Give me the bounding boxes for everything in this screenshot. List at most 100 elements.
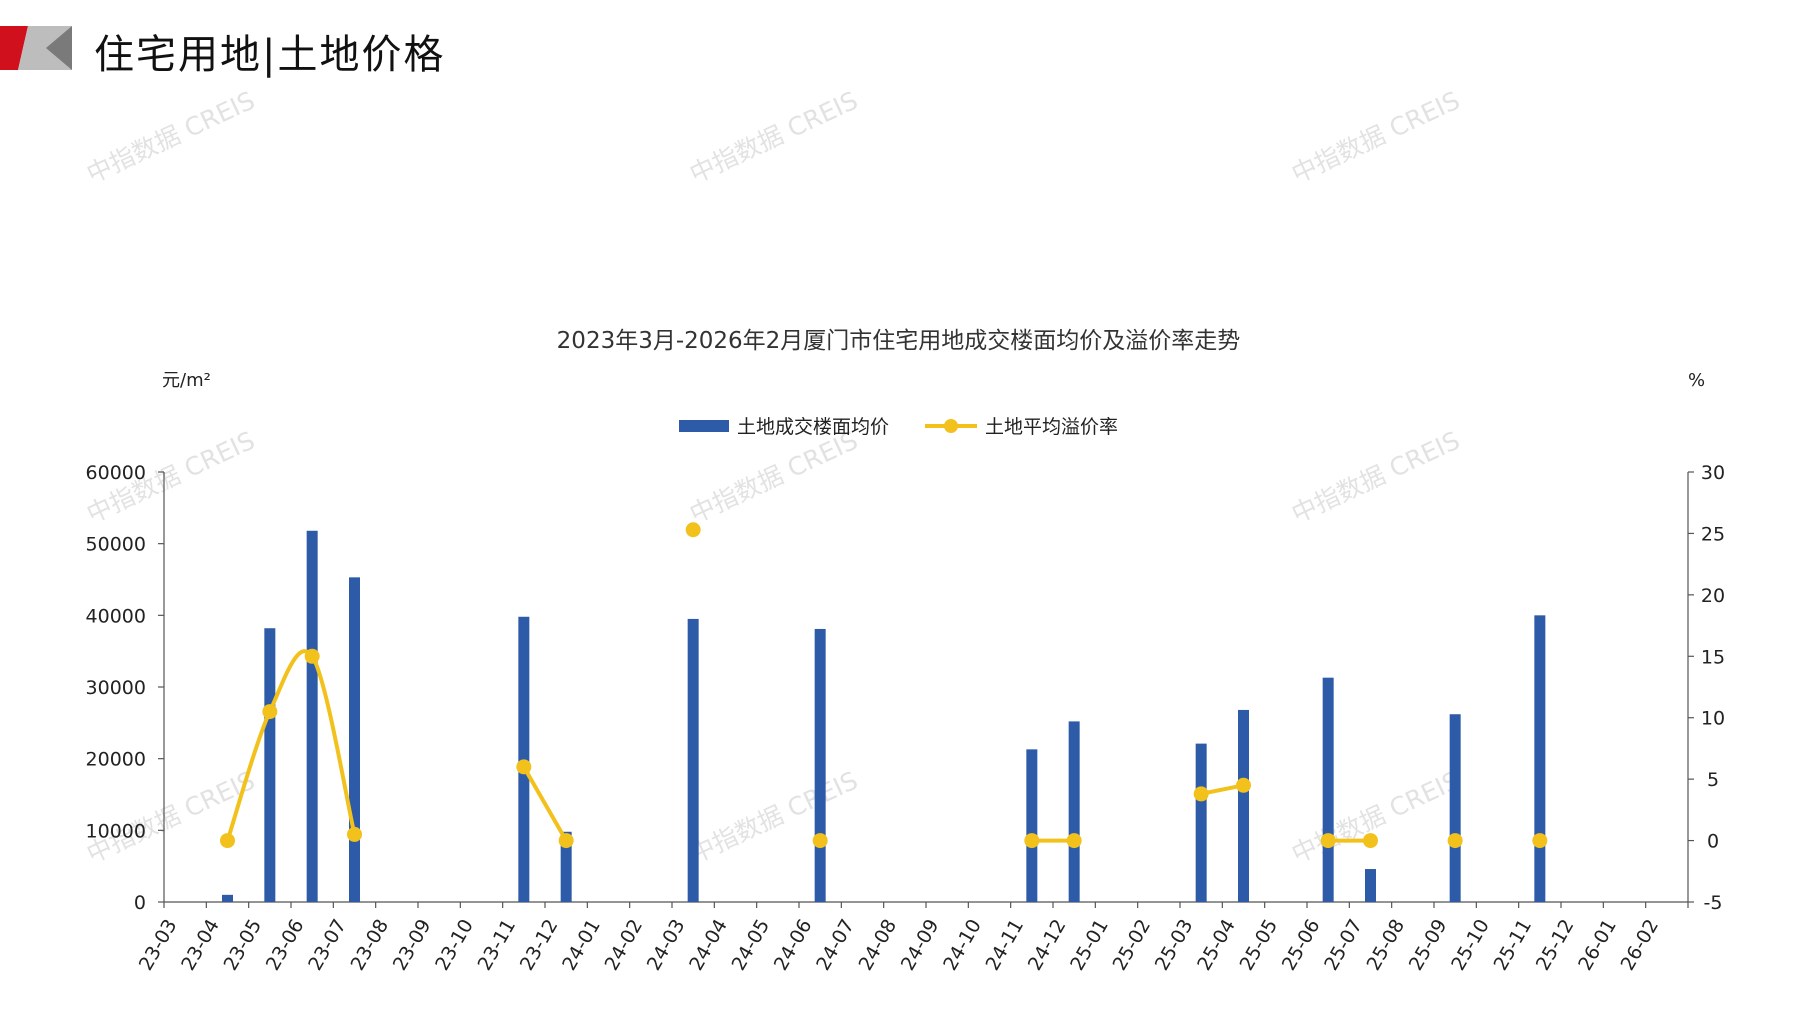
right-tick-label: 20 xyxy=(1701,585,1725,607)
x-tick-label: 23-07 xyxy=(304,916,351,975)
right-tick-label: 25 xyxy=(1701,523,1725,545)
legend-line-swatch xyxy=(925,416,977,436)
bar xyxy=(1534,615,1546,902)
x-tick-label: 25-05 xyxy=(1236,916,1283,975)
x-tick-label: 23-10 xyxy=(431,916,478,975)
bar xyxy=(1026,749,1038,902)
left-tick-label: 20000 xyxy=(86,749,146,771)
x-tick-label: 25-09 xyxy=(1405,916,1452,975)
x-tick-label: 24-12 xyxy=(1024,916,1071,975)
bar xyxy=(1449,714,1461,902)
x-tick-label: 24-05 xyxy=(728,916,775,975)
legend-label-line: 土地平均溢价率 xyxy=(985,416,1119,438)
section-title: 住宅用地|土地价格 xyxy=(94,32,446,78)
bar xyxy=(1195,743,1207,902)
creis-logo xyxy=(0,26,72,70)
x-tick-label: 23-03 xyxy=(135,916,182,975)
bar xyxy=(1068,721,1080,902)
x-tick-label: 25-03 xyxy=(1151,916,1198,975)
right-tick-label: -5 xyxy=(1704,892,1723,914)
x-tick-label: 24-04 xyxy=(685,916,732,975)
x-tick-label: 24-07 xyxy=(812,916,859,975)
x-tick-label: 25-01 xyxy=(1066,916,1113,975)
x-tick-label: 25-12 xyxy=(1532,916,1579,975)
line-point xyxy=(558,833,574,849)
bar xyxy=(222,894,233,902)
line-point xyxy=(812,833,828,849)
logo-red-shape xyxy=(0,26,28,70)
x-tick-label: 24-02 xyxy=(601,916,648,975)
right-tick-label: 10 xyxy=(1701,708,1725,730)
left-tick-label: 0 xyxy=(134,892,146,914)
left-tick-label: 60000 xyxy=(86,462,146,484)
line-point xyxy=(1024,833,1040,849)
x-tick-label: 23-05 xyxy=(220,916,267,975)
line-point xyxy=(220,833,235,849)
line-point xyxy=(1532,833,1548,849)
x-tick-label: 25-08 xyxy=(1363,916,1410,975)
left-tick-label: 10000 xyxy=(86,820,146,842)
legend-bar-swatch xyxy=(678,419,729,432)
line-point xyxy=(1193,786,1209,802)
right-tick-label: 5 xyxy=(1707,769,1719,791)
right-tick-label: 15 xyxy=(1701,646,1725,668)
line-point xyxy=(1066,833,1082,849)
right-tick-label: 0 xyxy=(1707,831,1719,853)
x-tick-label: 23-08 xyxy=(347,916,394,975)
line-point xyxy=(347,826,362,842)
line-point xyxy=(1236,777,1251,793)
line-point xyxy=(685,522,701,538)
x-tick-label: 25-04 xyxy=(1193,916,1240,975)
logo-dark-shape xyxy=(46,26,72,70)
line-point xyxy=(1447,833,1463,849)
bar xyxy=(687,618,699,902)
x-tick-label: 23-12 xyxy=(516,916,563,975)
x-tick-label: 24-11 xyxy=(982,915,1029,974)
x-tick-label: 23-06 xyxy=(262,916,309,975)
x-tick-label: 24-08 xyxy=(855,916,902,975)
x-tick-label: 26-01 xyxy=(1574,916,1621,975)
x-tick-label: 23-09 xyxy=(389,916,436,975)
x-tick-label: 23-11 xyxy=(474,916,521,975)
x-tick-label: 24-06 xyxy=(770,916,817,975)
right-axis-unit: % xyxy=(1688,370,1706,391)
x-tick-label: 25-02 xyxy=(1109,916,1156,975)
line-point xyxy=(262,704,278,720)
line-point xyxy=(304,648,320,664)
legend-label-bar: 土地成交楼面均价 xyxy=(736,416,889,438)
bar xyxy=(1365,869,1376,902)
right-tick-label: 30 xyxy=(1701,462,1725,484)
left-tick-label: 30000 xyxy=(86,677,146,699)
bar xyxy=(1238,709,1249,902)
logo-gray-shape xyxy=(18,26,72,70)
x-tick-label: 23-04 xyxy=(177,916,224,975)
x-tick-label: 24-01 xyxy=(558,916,605,975)
left-tick-label: 50000 xyxy=(86,534,146,556)
bar xyxy=(306,530,318,902)
x-tick-label: 24-03 xyxy=(643,916,690,975)
legend-item-bar: 土地成交楼面均价 xyxy=(678,412,889,439)
x-tick-label: 25-11 xyxy=(1490,916,1537,975)
x-tick-label: 24-10 xyxy=(939,916,986,975)
x-tick-label: 24-09 xyxy=(897,916,944,975)
series-line xyxy=(225,649,357,842)
x-tick-label: 25-10 xyxy=(1447,916,1494,975)
line-point xyxy=(516,759,532,775)
bar xyxy=(349,577,360,902)
bar xyxy=(264,628,276,902)
bar xyxy=(1322,677,1334,902)
left-axis-unit: 元/m² xyxy=(162,370,211,391)
legend-item-line: 土地平均溢价率 xyxy=(925,412,1118,439)
line-point xyxy=(1363,833,1378,849)
x-tick-label: 25-06 xyxy=(1278,916,1325,975)
x-tick-label: 26-02 xyxy=(1617,916,1664,975)
chart-legend: 土地成交楼面均价 土地平均溢价率 xyxy=(0,412,1797,439)
bar xyxy=(814,628,826,902)
series-line xyxy=(522,765,568,842)
left-tick-label: 40000 xyxy=(86,605,146,627)
chart-title: 2023年3月-2026年2月厦门市住宅用地成交楼面均价及溢价率走势 xyxy=(556,328,1241,354)
bar xyxy=(560,831,572,902)
line-point xyxy=(1320,833,1336,849)
x-tick-label: 25-07 xyxy=(1320,916,1367,975)
